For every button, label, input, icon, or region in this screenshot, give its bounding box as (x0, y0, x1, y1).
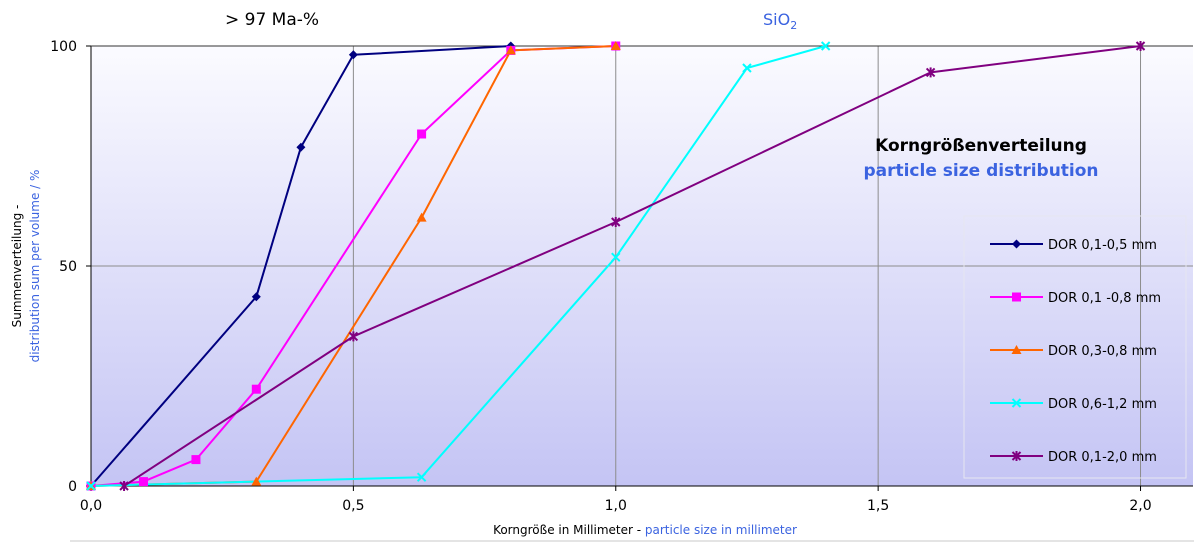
data-point-series-4 (820, 41, 831, 51)
data-point-series-2 (417, 129, 427, 139)
data-point-series-5 (348, 331, 359, 342)
data-point-series-2 (138, 477, 148, 487)
legend: DOR 0,1-0,5 mm DOR 0,1 -0,8 mm DOR 0,3-0,8… (990, 238, 1161, 465)
data-point-series-2 (251, 384, 261, 394)
x-tick-label: 1,5 (867, 498, 889, 514)
data-point-series-4 (86, 481, 96, 491)
legend-swatch-marker (1012, 292, 1021, 302)
legend-item: DOR 0,1-2,0 mm (990, 450, 1157, 465)
series-markers (86, 41, 1146, 491)
y-axis-title-en: distribution sum per volume / % (28, 170, 42, 363)
data-point-series-5 (119, 481, 129, 491)
y-axis-title-de: Summenverteilung - (10, 205, 24, 328)
data-point-series-3 (416, 212, 427, 222)
y-tick-label: 0 (68, 479, 77, 495)
material-subscript: 2 (790, 19, 797, 32)
legend-swatch-marker (1011, 451, 1022, 461)
data-point-series-4 (416, 472, 427, 482)
data-point-series-4-stroke (820, 41, 831, 51)
legend-swatch-marker (1012, 239, 1021, 249)
data-point-series-3 (610, 41, 621, 50)
purity-label: > 97 Ma-% (225, 10, 319, 30)
legend-box (963, 215, 1187, 479)
data-point-series-4-stroke (611, 252, 621, 262)
data-point-series-4-stroke (416, 472, 427, 482)
data-point-series-5 (925, 67, 936, 78)
y-tick-label: 50 (59, 259, 77, 275)
data-point-series-1 (251, 292, 261, 302)
legend-label: DOR 0,1-0,5 mm (1048, 238, 1157, 253)
x-axis-title-de: Korngröße in Millimeter - (493, 523, 645, 537)
legend-item: DOR 0,1-0,5 mm (990, 238, 1157, 253)
data-point-series-4 (742, 63, 752, 73)
x-tick-label: 1,0 (605, 498, 627, 514)
legend-label: DOR 0,1 -0,8 mm (1048, 291, 1161, 306)
x-axis-title: Korngröße in Millimeter - particle size … (493, 523, 797, 537)
legend-item: DOR 0,6-1,2 mm (990, 397, 1157, 412)
data-point-series-5 (611, 217, 621, 227)
legend-swatch-marker (1011, 398, 1022, 408)
data-point-series-4-stroke (86, 481, 96, 491)
data-point-series-3 (505, 45, 516, 55)
y-tick-label: 100 (50, 39, 77, 55)
chart-title-en: particle size distribution (863, 161, 1098, 181)
data-point-series-3 (251, 476, 262, 486)
legend-item: DOR 0,3-0,8 mm (990, 344, 1157, 359)
material-label: SiO2 (763, 10, 797, 32)
data-point-series-5 (1135, 41, 1146, 51)
chart-title-de: Korngrößenverteilung (875, 136, 1087, 156)
legend-label: DOR 0,1-2,0 mm (1048, 450, 1157, 465)
data-point-series-2 (191, 455, 201, 465)
x-tick-label: 0,5 (342, 498, 364, 514)
x-axis-title-en: particle size in millimeter (645, 523, 797, 537)
legend-label: DOR 0,3-0,8 mm (1048, 344, 1157, 359)
legend-swatch-marker (1011, 345, 1022, 354)
data-point-series-4-stroke (742, 63, 752, 73)
data-point-series-1 (348, 50, 358, 60)
x-tick-label: 0,0 (80, 498, 102, 514)
data-point-series-1 (296, 142, 306, 152)
legend-item: DOR 0,1 -0,8 mm (990, 291, 1161, 306)
legend-label: DOR 0,6-1,2 mm (1048, 397, 1157, 412)
legend-swatch-marker-stroke (1011, 398, 1022, 408)
data-point-series-4 (611, 252, 621, 262)
x-tick-label: 2,0 (1129, 498, 1151, 514)
tick-labels: 0,0 0,5 1,0 1,5 2,0 0 50 100 (50, 39, 1151, 514)
material-base: SiO (763, 10, 790, 29)
